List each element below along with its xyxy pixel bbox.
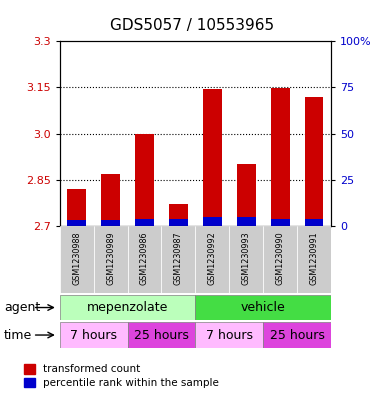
Bar <box>195 322 263 348</box>
Text: mepenzolate: mepenzolate <box>87 301 168 314</box>
Bar <box>101 174 120 226</box>
Text: GSM1230993: GSM1230993 <box>242 231 251 285</box>
Text: GDS5057 / 10553965: GDS5057 / 10553965 <box>110 18 275 33</box>
Text: time: time <box>4 329 32 342</box>
Bar <box>203 217 222 226</box>
Text: 7 hours: 7 hours <box>206 329 253 342</box>
Bar <box>60 226 94 293</box>
Bar <box>237 217 256 226</box>
Text: GSM1230991: GSM1230991 <box>310 231 319 285</box>
Bar <box>271 219 290 226</box>
Legend: transformed count, percentile rank within the sample: transformed count, percentile rank withi… <box>25 364 219 388</box>
Text: 7 hours: 7 hours <box>70 329 117 342</box>
Bar <box>169 204 188 226</box>
Bar <box>229 226 263 293</box>
Text: GSM1230988: GSM1230988 <box>72 231 81 285</box>
Text: GSM1230986: GSM1230986 <box>140 231 149 285</box>
Bar <box>203 89 222 226</box>
Text: GSM1230989: GSM1230989 <box>106 231 115 285</box>
Text: GSM1230992: GSM1230992 <box>208 231 217 285</box>
Bar <box>135 219 154 226</box>
Bar <box>161 226 195 293</box>
Text: 25 hours: 25 hours <box>134 329 189 342</box>
Text: 25 hours: 25 hours <box>270 329 325 342</box>
Bar <box>237 164 256 226</box>
Bar <box>94 226 127 293</box>
Bar <box>101 220 120 226</box>
Text: vehicle: vehicle <box>241 301 286 314</box>
Bar <box>263 322 331 348</box>
Bar <box>305 97 323 226</box>
Bar <box>297 226 331 293</box>
Bar <box>195 295 331 320</box>
Bar <box>135 134 154 226</box>
Bar <box>169 219 188 226</box>
Bar <box>271 88 290 226</box>
Bar <box>67 189 86 226</box>
Bar <box>263 226 297 293</box>
Bar <box>305 219 323 226</box>
Bar <box>67 220 86 226</box>
Bar <box>127 322 195 348</box>
Bar <box>195 226 229 293</box>
Bar <box>127 226 161 293</box>
Text: GSM1230987: GSM1230987 <box>174 231 183 285</box>
Bar <box>60 295 195 320</box>
Bar <box>60 322 127 348</box>
Text: agent: agent <box>4 301 40 314</box>
Text: GSM1230990: GSM1230990 <box>276 231 285 285</box>
